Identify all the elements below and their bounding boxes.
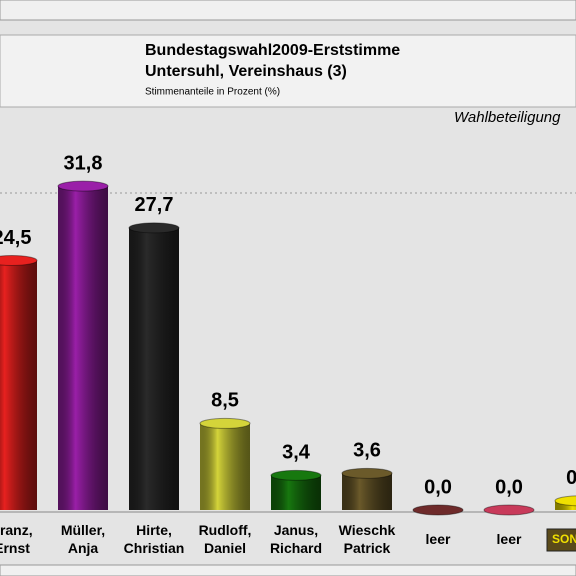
x-tick-line: Wieschk xyxy=(339,522,396,538)
value-label: 27,7 xyxy=(135,194,174,216)
x-tick-line: leer xyxy=(426,531,451,547)
bar-cap xyxy=(412,504,464,516)
x-tick-line: Daniel xyxy=(204,540,246,556)
value-label: 24,5 xyxy=(0,227,31,249)
value-label: 31,8 xyxy=(64,152,103,174)
x-tick-line: Franz, xyxy=(0,522,33,538)
bar-shade xyxy=(555,500,576,510)
bar-cap xyxy=(0,254,38,266)
x-tick-line: Patrick xyxy=(344,540,391,556)
bar-cap xyxy=(554,495,576,507)
bar-shade xyxy=(58,186,108,511)
x-tick-line: Christian xyxy=(124,540,185,556)
annotation: Wahlbeteiligung xyxy=(454,109,561,126)
x-tick-line: Hirte, xyxy=(136,522,172,538)
bar-shade xyxy=(271,475,321,510)
value-label: 3,4 xyxy=(282,442,311,464)
x-tick-label: Müller, Anja xyxy=(61,522,105,556)
x-tick-label: leer xyxy=(426,531,451,547)
x-tick-line: Ernst xyxy=(0,540,30,556)
bar-cap xyxy=(57,180,109,192)
bar-shade xyxy=(0,260,37,510)
value-label: 0,9 xyxy=(566,467,576,489)
bar-cap xyxy=(483,504,535,516)
x-tick-line: Anja xyxy=(68,540,99,556)
bar-shade xyxy=(342,473,392,510)
value-label: 8,5 xyxy=(211,390,239,412)
bar-shade xyxy=(200,423,250,510)
label-box xyxy=(546,528,576,552)
value-label: 0,0 xyxy=(424,476,452,498)
x-tick-line: Janus, xyxy=(274,522,318,538)
x-tick-line: SONS xyxy=(552,532,576,546)
chart-subtitle: Untersuhl, Vereinshaus (3) xyxy=(145,63,347,80)
x-tick-line: Richard xyxy=(270,540,322,556)
bar-cap xyxy=(341,467,393,479)
bar-shade xyxy=(129,227,179,510)
x-tick-label: Wieschk Patrick xyxy=(339,522,396,556)
bottom-bar xyxy=(0,564,576,576)
top-bar xyxy=(0,0,576,21)
x-tick-label: Hirte, Christian xyxy=(124,522,185,556)
x-tick-label: Janus, Richard xyxy=(270,522,322,556)
bar-cap xyxy=(270,469,322,481)
x-tick-label: Rudloff, Daniel xyxy=(199,522,252,556)
bar-cap xyxy=(199,417,251,429)
x-tick-label: leer xyxy=(497,531,522,547)
x-tick-line: Müller, xyxy=(61,522,105,538)
x-tick-label: SONS xyxy=(552,532,576,546)
value-label: 0,0 xyxy=(495,476,523,498)
chart-title: Bundestagswahl2009-Erststimme xyxy=(145,42,400,59)
bar-cap xyxy=(128,222,180,234)
header xyxy=(0,34,576,108)
chart-note: Stimmenanteile in Prozent (%) xyxy=(145,87,280,98)
x-tick-line: Rudloff, xyxy=(199,522,252,538)
x-tick-line: leer xyxy=(497,531,522,547)
x-tick-label: Franz, Ernst xyxy=(0,522,33,556)
value-label: 3,6 xyxy=(353,440,381,462)
